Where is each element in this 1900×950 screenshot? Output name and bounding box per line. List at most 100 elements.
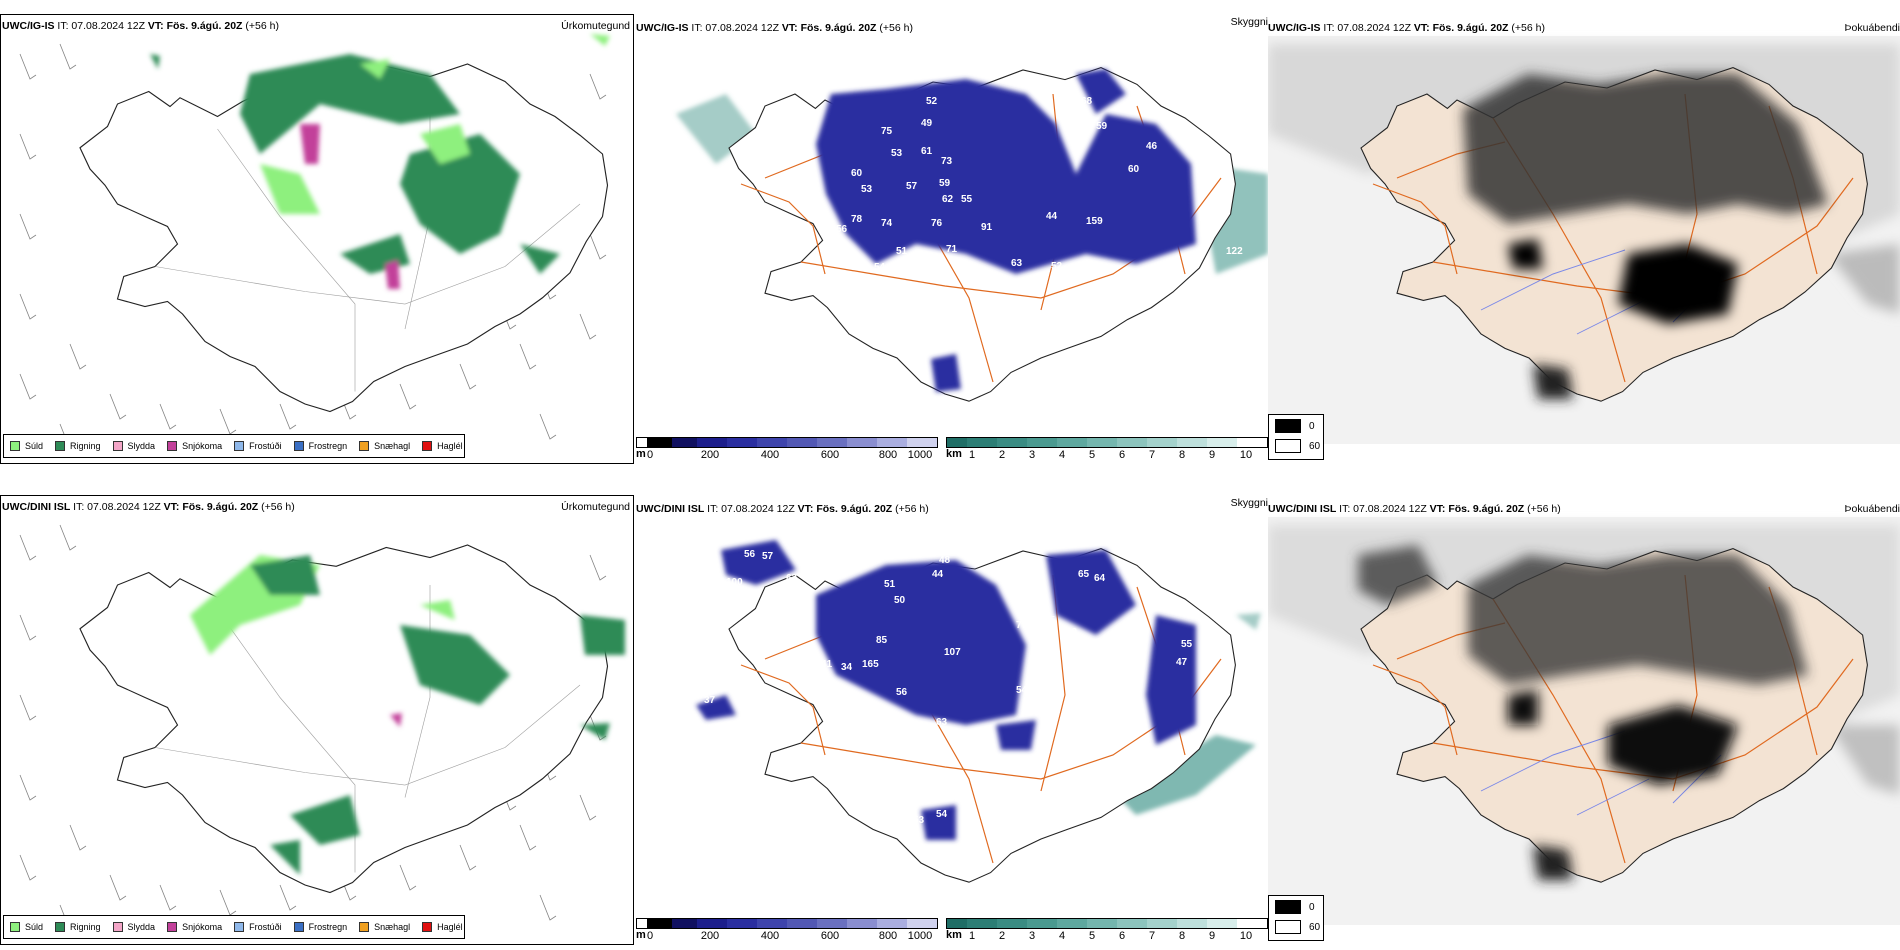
fog-key: 0 60 bbox=[1268, 895, 1324, 941]
svg-text:100: 100 bbox=[726, 577, 743, 588]
svg-text:48: 48 bbox=[939, 555, 951, 566]
svg-text:56: 56 bbox=[836, 224, 848, 235]
svg-text:107: 107 bbox=[944, 647, 961, 658]
svg-text:85: 85 bbox=[876, 635, 888, 646]
visibility-colorbar: km 1 2 3 4 5 6 7 8 9 10 bbox=[946, 437, 1268, 461]
svg-text:59: 59 bbox=[1096, 121, 1108, 132]
svg-text:53: 53 bbox=[861, 184, 873, 195]
panel-title: UWC/IG-IS IT: 07.08.2024 12Z VT: Fös. 9.… bbox=[1268, 22, 1545, 34]
svg-text:57: 57 bbox=[906, 181, 918, 192]
precip-legend: Súld Rigning Slydda Snjókoma Frostúði Fr… bbox=[3, 434, 465, 458]
tick-label: 2 bbox=[998, 449, 1006, 461]
swatch bbox=[112, 441, 123, 451]
tick-label: 7 bbox=[1148, 930, 1156, 942]
ceiling-value-labels: 52 68 59 49 75 61 53 73 57 59 62 55 91 7… bbox=[836, 96, 1243, 275]
ceiling-visibility-map: 52 68 59 49 75 61 53 73 57 59 62 55 91 7… bbox=[676, 67, 1268, 402]
svg-text:99: 99 bbox=[1066, 627, 1078, 638]
swatch bbox=[10, 441, 20, 451]
svg-text:63: 63 bbox=[786, 573, 798, 584]
precip-legend: Súld Rigning Slydda Snjókoma Frostúði Fr… bbox=[3, 915, 465, 939]
svg-text:64: 64 bbox=[1094, 573, 1106, 584]
fog-panel-row1: UWC/IG-IS IT: 07.08.2024 12Z VT: Fös. 9.… bbox=[1268, 14, 1900, 464]
svg-text:51: 51 bbox=[896, 246, 908, 257]
svg-text:49: 49 bbox=[921, 118, 933, 129]
tick-label: 9 bbox=[1208, 930, 1216, 942]
tick-label: 1 bbox=[968, 930, 976, 942]
legend-item: Frostregn bbox=[293, 441, 347, 451]
svg-text:165: 165 bbox=[862, 659, 879, 670]
panel-title: UWC/DINI ISL IT: 07.08.2024 12Z VT: Fös.… bbox=[1268, 503, 1561, 515]
ceiling-panel-row2: 56 57 48 44 46 65 64 51 50 63 85 100 165… bbox=[636, 495, 1268, 945]
panel-title: UWC/IG-IS IT: 07.08.2024 12Z VT: Fös. 9.… bbox=[636, 22, 913, 34]
legend-item: Súld bbox=[10, 922, 43, 932]
svg-text:37: 37 bbox=[704, 695, 716, 706]
road-network bbox=[740, 574, 1222, 864]
swatch bbox=[167, 922, 178, 932]
swatch bbox=[422, 441, 433, 451]
swatch bbox=[167, 441, 178, 451]
swatch bbox=[112, 922, 123, 932]
ceiling-panel-row1: 52 68 59 49 75 61 53 73 57 59 62 55 91 7… bbox=[636, 14, 1268, 464]
swatch bbox=[55, 441, 66, 451]
tick-label: 400 bbox=[760, 449, 780, 461]
legend-item: Slydda bbox=[112, 441, 155, 451]
svg-text:55: 55 bbox=[1044, 615, 1056, 626]
unit-label: m bbox=[636, 448, 646, 460]
svg-text:41: 41 bbox=[821, 659, 833, 670]
legend-item: Haglél bbox=[422, 922, 463, 932]
panel-title: UWC/IG-IS IT: 07.08.2024 12Z VT: Fös. 9.… bbox=[2, 20, 279, 32]
tick-label: 600 bbox=[820, 449, 840, 461]
swatch bbox=[1275, 900, 1301, 914]
svg-text:54: 54 bbox=[936, 809, 948, 820]
panel-name: Þokuábendi bbox=[1844, 503, 1900, 515]
precip-type-map bbox=[19, 524, 625, 931]
svg-text:61: 61 bbox=[921, 146, 933, 157]
swatch bbox=[1275, 920, 1301, 934]
tick-label: 2 bbox=[998, 930, 1006, 942]
panel-title: UWC/DINI ISL IT: 07.08.2024 12Z VT: Fös.… bbox=[2, 501, 295, 513]
ceiling-visibility-map: 56 57 48 44 46 65 64 51 50 63 85 100 165… bbox=[696, 540, 1261, 883]
svg-text:54: 54 bbox=[874, 262, 886, 273]
swatch bbox=[422, 922, 433, 932]
swatch bbox=[1275, 419, 1301, 433]
panel-title: UWC/DINI ISL IT: 07.08.2024 12Z VT: Fös.… bbox=[636, 503, 929, 515]
svg-text:159: 159 bbox=[1086, 216, 1103, 227]
tick-label: 4 bbox=[1058, 449, 1066, 461]
tick-label: 4 bbox=[1058, 930, 1066, 942]
svg-text:60: 60 bbox=[1128, 164, 1140, 175]
svg-text:55: 55 bbox=[961, 194, 973, 205]
fog-map bbox=[1268, 36, 1900, 444]
legend-item: Frostúði bbox=[234, 922, 282, 932]
svg-text:122: 122 bbox=[1226, 246, 1243, 257]
ceiling-colorbar: m 0 200 400 600 800 1000 bbox=[636, 437, 938, 461]
precip-rain-areas bbox=[190, 555, 625, 875]
swatch bbox=[55, 922, 66, 932]
tick-label: 3 bbox=[1028, 449, 1036, 461]
tick-label: 0 bbox=[646, 449, 654, 461]
legend-item: Súld bbox=[10, 441, 43, 451]
svg-text:73: 73 bbox=[1151, 264, 1163, 275]
tick-label: 6 bbox=[1118, 449, 1126, 461]
swatch bbox=[293, 922, 304, 932]
fog-high-areas bbox=[1463, 74, 1828, 399]
swatch bbox=[293, 441, 304, 451]
ceiling-colorbar: m 0 200 400 600 800 1000 bbox=[636, 918, 938, 942]
svg-text:65: 65 bbox=[1078, 569, 1090, 580]
svg-text:68: 68 bbox=[1081, 96, 1093, 107]
swatch bbox=[359, 922, 370, 932]
tick-label: 3 bbox=[1028, 930, 1036, 942]
tick-label: 10 bbox=[1239, 449, 1253, 461]
tick-label: 6 bbox=[1118, 930, 1126, 942]
svg-text:77: 77 bbox=[1016, 620, 1028, 631]
panel-frame bbox=[0, 14, 634, 464]
legend-item: Slydda bbox=[112, 922, 155, 932]
svg-text:56: 56 bbox=[744, 549, 756, 560]
tick-label: 9 bbox=[1208, 449, 1216, 461]
visibility-colorbar: km 1 2 3 4 5 6 7 8 9 10 bbox=[946, 918, 1268, 942]
svg-text:46: 46 bbox=[1146, 141, 1158, 152]
swatch bbox=[234, 441, 245, 451]
svg-text:56: 56 bbox=[896, 687, 908, 698]
svg-text:75: 75 bbox=[881, 126, 893, 137]
tick-label: 1 bbox=[968, 449, 976, 461]
tick-label: 200 bbox=[700, 449, 720, 461]
